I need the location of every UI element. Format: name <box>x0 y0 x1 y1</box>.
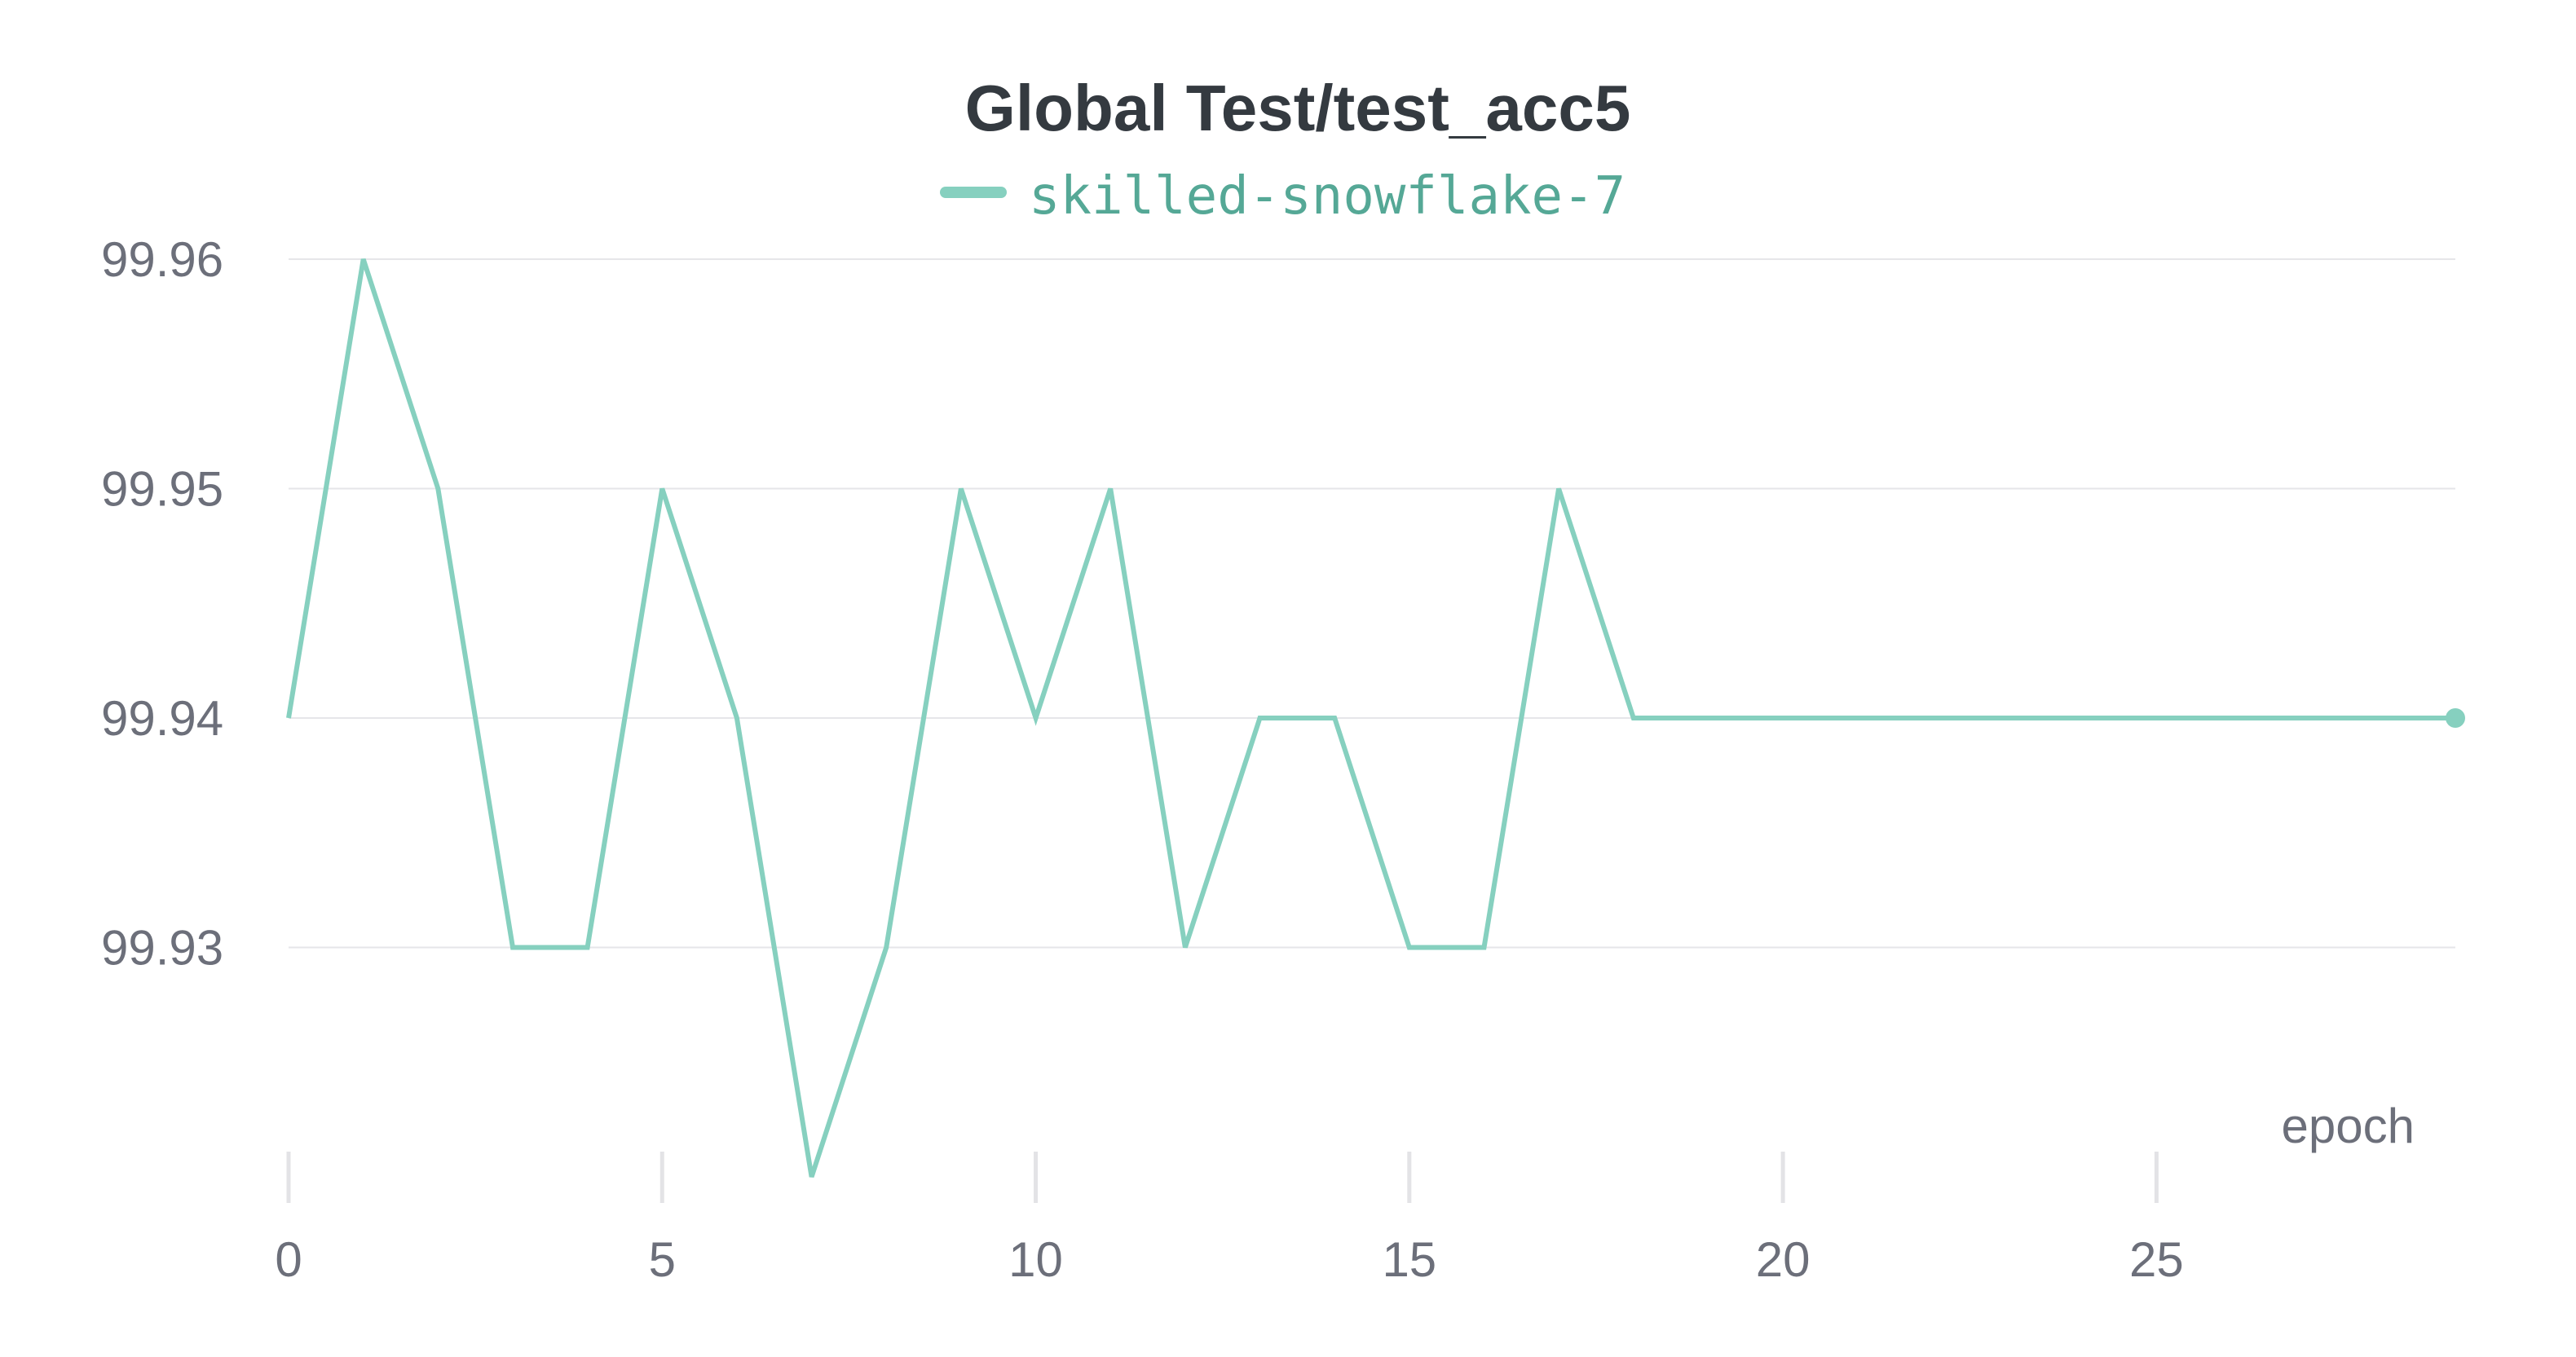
legend: skilled-snowflake-7 <box>940 166 1625 227</box>
y-tick-label-1: 99.94 <box>101 691 223 746</box>
x-tick-label-0: 0 <box>275 1232 302 1287</box>
y-tick-label-2: 99.95 <box>101 462 223 517</box>
y-tick-label-0: 99.93 <box>101 921 223 976</box>
x-tick-label-2: 10 <box>1008 1232 1063 1287</box>
x-tick-label-1: 5 <box>649 1232 676 1287</box>
y-tick-label-3: 99.96 <box>101 232 223 287</box>
x-axis-ticks: 0 5 10 15 20 25 <box>275 1152 2184 1287</box>
x-tick-label-4: 20 <box>1756 1232 1811 1287</box>
series-end-point <box>2446 708 2465 728</box>
x-tick-label-5: 25 <box>2129 1232 2184 1287</box>
x-axis-label: epoch <box>2282 1099 2415 1153</box>
series-layer <box>286 258 2465 1178</box>
legend-label: skilled-snowflake-7 <box>1029 166 1625 227</box>
series-line-skilled-snowflake-7 <box>286 258 2455 1178</box>
y-axis-tick-labels: 99.93 99.94 99.95 99.96 <box>101 232 223 976</box>
x-tick-label-3: 15 <box>1382 1232 1436 1287</box>
chart-title: Global Test/test_acc5 <box>965 72 1631 144</box>
grid <box>289 258 2455 949</box>
